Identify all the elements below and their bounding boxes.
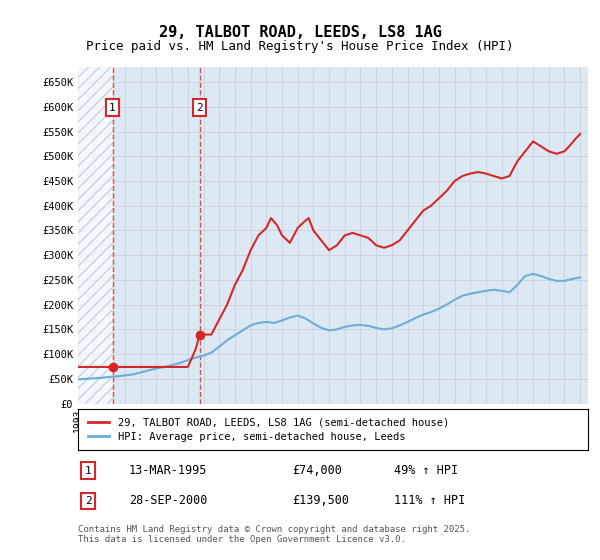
Text: 28-SEP-2000: 28-SEP-2000 [129, 494, 208, 507]
Text: 1: 1 [109, 102, 116, 113]
Text: 13-MAR-1995: 13-MAR-1995 [129, 464, 208, 477]
Text: £74,000: £74,000 [292, 464, 342, 477]
Bar [78, 67, 113, 404]
Text: £139,500: £139,500 [292, 494, 349, 507]
Text: Contains HM Land Registry data © Crown copyright and database right 2025.
This d: Contains HM Land Registry data © Crown c… [78, 525, 470, 544]
Text: Price paid vs. HM Land Registry's House Price Index (HPI): Price paid vs. HM Land Registry's House … [86, 40, 514, 53]
Bar [78, 67, 113, 404]
Text: 29, TALBOT ROAD, LEEDS, LS8 1AG: 29, TALBOT ROAD, LEEDS, LS8 1AG [158, 25, 442, 40]
Text: 49% ↑ HPI: 49% ↑ HPI [394, 464, 458, 477]
Text: 2: 2 [196, 102, 203, 113]
Legend: 29, TALBOT ROAD, LEEDS, LS8 1AG (semi-detached house), HPI: Average price, semi-: 29, TALBOT ROAD, LEEDS, LS8 1AG (semi-de… [83, 412, 454, 447]
Text: 1: 1 [85, 466, 92, 475]
Text: 2: 2 [85, 496, 92, 506]
Text: 111% ↑ HPI: 111% ↑ HPI [394, 494, 466, 507]
